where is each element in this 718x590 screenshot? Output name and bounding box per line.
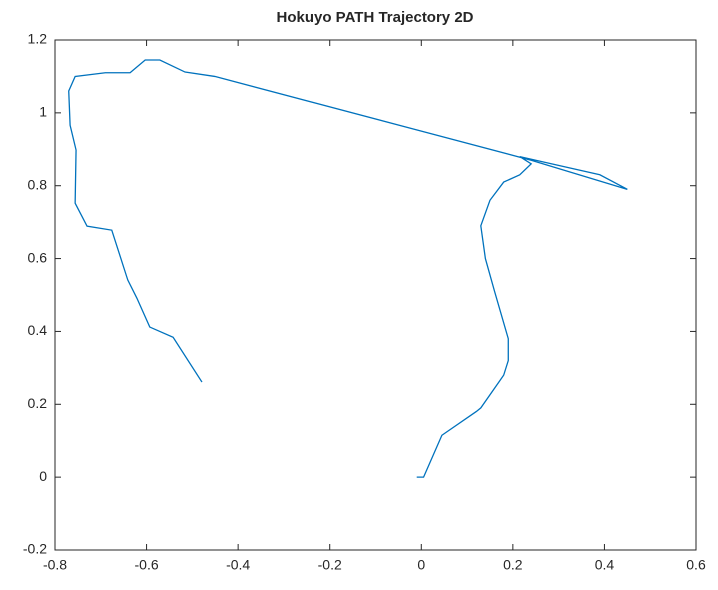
chart-title: Hokuyo PATH Trajectory 2D (277, 9, 474, 26)
y-tick-label: 1 (39, 104, 47, 120)
line (68, 59, 628, 478)
x-tick-label: 0.6 (686, 557, 706, 573)
y-tick-label: 0.8 (28, 176, 48, 192)
y-tick-label: 0 (39, 468, 47, 484)
plot-area (54, 39, 697, 551)
y-tick-label: 1.2 (28, 31, 48, 47)
y-tick-label: 0.6 (28, 249, 48, 265)
y-tick-label: -0.2 (23, 541, 47, 557)
y-tick-label: 0.2 (28, 395, 48, 411)
y-tick-label: 0.4 (28, 322, 48, 338)
x-tick-label: 0.2 (503, 557, 523, 573)
x-tick-label: -0.2 (318, 557, 342, 573)
x-tick-label: -0.6 (135, 557, 159, 573)
x-tick-label: 0 (417, 557, 425, 573)
x-tick-label: -0.8 (43, 557, 67, 573)
x-tick-label: 0.4 (595, 557, 615, 573)
x-tick-label: -0.4 (226, 557, 250, 573)
